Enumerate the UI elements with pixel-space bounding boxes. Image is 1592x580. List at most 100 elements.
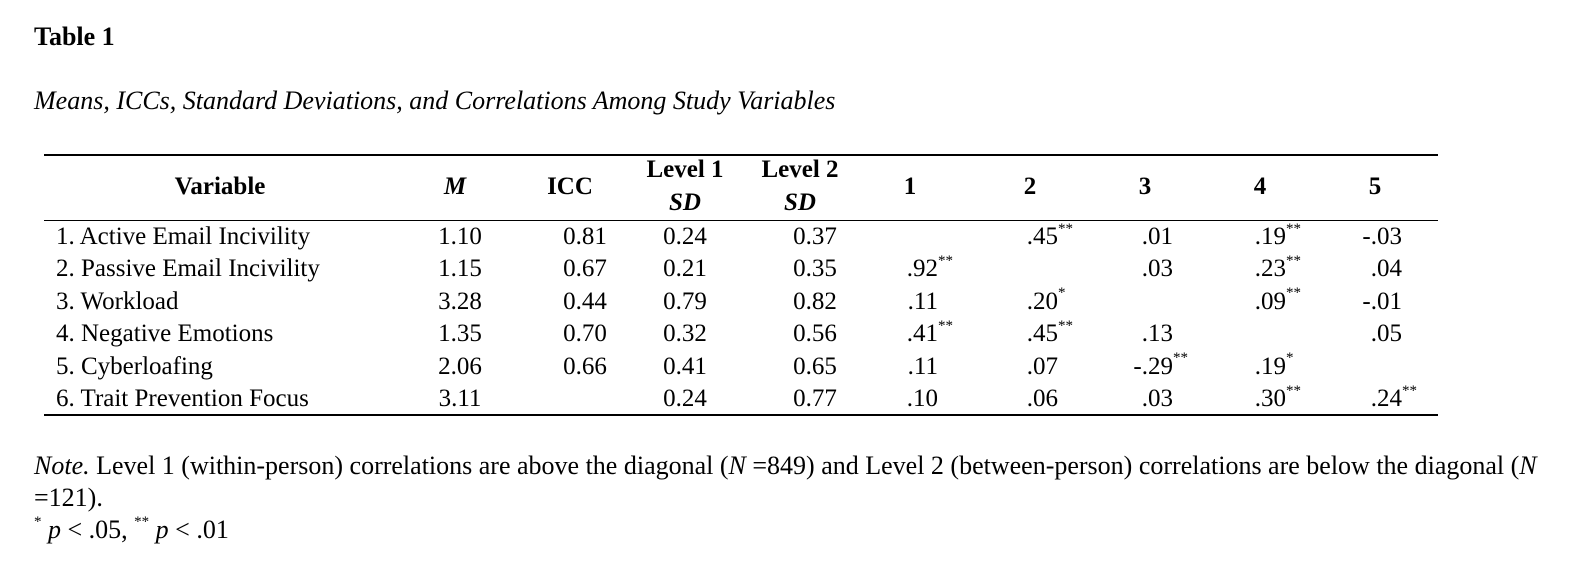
cell-corr-5: .05 (1371, 319, 1424, 349)
cell-level1-sd: 0.21 (663, 255, 707, 283)
cell-corr-2: .20* (1026, 285, 1066, 315)
correlation-value: .20 (1026, 287, 1058, 315)
correlation-value: .30 (1254, 385, 1286, 412)
cell-level2-sd: 0.77 (793, 385, 837, 412)
cell-level1-sd: 0.24 (663, 385, 707, 412)
correlation-value: .03 (1141, 385, 1173, 412)
cell-corr-5: .04 (1371, 254, 1424, 284)
correlation-value: .10 (906, 385, 938, 412)
cell-variable: 4. Negative Emotions (56, 320, 274, 348)
header-col-4: 4 (1253, 173, 1267, 200)
sig-p-1: p (41, 515, 61, 544)
cell-corr-1: .10 (907, 384, 960, 414)
correlation-value: .24 (1370, 385, 1402, 412)
header-level1-sd: SD (669, 189, 701, 216)
cell-corr-5 (1402, 352, 1424, 382)
cell-corr-2: .07 (1027, 352, 1080, 382)
cell-corr-2 (1058, 254, 1080, 284)
header-level2-sd: SD (784, 189, 816, 216)
cell-icc: 0.44 (563, 287, 607, 315)
cell-icc: 0.67 (563, 255, 607, 283)
correlation-value: -.03 (1362, 223, 1402, 250)
correlation-value: .03 (1141, 255, 1173, 283)
note-text-b: =849) and Level 2 (between-person) corre… (745, 451, 1520, 480)
cell-variable: 3. Workload (56, 287, 179, 315)
cell-level1-sd: 0.24 (663, 223, 707, 250)
cell-corr-3: .03 (1142, 254, 1195, 284)
note-text-c: =121). (34, 483, 103, 512)
note-text-a: Level 1 (within-person) correlations are… (89, 451, 729, 480)
cell-level2-sd: 0.82 (793, 287, 837, 315)
cell-corr-4: .09** (1254, 285, 1301, 315)
cell-corr-2: .45** (1026, 317, 1073, 348)
correlation-value: .01 (1141, 223, 1173, 250)
correlation-value: .09 (1254, 287, 1286, 315)
table-title: Means, ICCs, Standard Deviations, and Co… (34, 86, 836, 115)
cell-level1-sd: 0.41 (663, 352, 707, 380)
cell-mean: 3.11 (438, 385, 482, 412)
correlation-value: .07 (1026, 352, 1058, 380)
correlation-value: .11 (907, 287, 938, 315)
correlation-value: .05 (1370, 320, 1402, 348)
note-n1: N (728, 451, 746, 480)
cell-icc: 0.81 (563, 223, 607, 250)
correlation-value: -.01 (1362, 287, 1402, 315)
cell-corr-4 (1286, 319, 1308, 349)
cell-level1-sd: 0.32 (663, 320, 707, 348)
header-icc: ICC (547, 173, 593, 200)
cell-corr-3 (1173, 287, 1195, 317)
header-col-3: 3 (1138, 173, 1152, 200)
header-col-5: 5 (1368, 173, 1382, 200)
cell-corr-1 (938, 222, 960, 252)
cell-corr-1: .11 (908, 352, 960, 382)
header-level1: Level 1 (646, 156, 724, 183)
correlation-value: .45 (1026, 320, 1058, 348)
correlation-value: .92 (906, 255, 938, 283)
cell-level2-sd: 0.35 (793, 255, 837, 283)
correlation-value: .06 (1026, 385, 1058, 412)
cell-corr-5: -.03 (1362, 222, 1424, 252)
cell-corr-3: .03 (1142, 384, 1195, 414)
correlation-value: -.29 (1133, 352, 1173, 380)
cell-mean: 3.28 (438, 287, 482, 315)
cell-level2-sd: 0.56 (793, 320, 837, 348)
cell-mean: 1.35 (438, 320, 482, 348)
table-bottom-rule (44, 414, 1438, 416)
cell-corr-1: .92** (906, 253, 953, 283)
cell-variable: 1. Active Email Incivility (56, 223, 311, 250)
cell-corr-4: .30** (1254, 382, 1301, 412)
sig-text-1: < .05, (61, 515, 135, 544)
cell-icc: 0.66 (563, 352, 607, 380)
cell-level2-sd: 0.65 (793, 352, 837, 380)
cell-corr-4: .19** (1254, 220, 1301, 250)
table-label: Table 1 (34, 22, 115, 51)
cell-icc: 0.70 (563, 320, 607, 348)
significance-note: * p < .05, ** p < .01 (34, 514, 229, 546)
cell-variable: 5. Cyberloafing (56, 352, 213, 380)
header-level2: Level 2 (761, 156, 839, 183)
correlation-value: .19 (1254, 352, 1286, 380)
cell-level2-sd: 0.37 (793, 223, 837, 250)
correlation-value: .23 (1254, 255, 1286, 283)
cell-corr-3: .01 (1142, 222, 1195, 252)
sig-star-2: ** (134, 514, 150, 531)
cell-corr-5: .24** (1370, 382, 1417, 412)
correlation-value: .13 (1141, 320, 1173, 348)
table-header-rule (44, 220, 1438, 221)
cell-mean: 2.06 (438, 352, 482, 380)
correlation-value: .11 (907, 352, 938, 380)
cell-corr-4: .23** (1254, 253, 1301, 283)
cell-mean: 1.15 (438, 255, 482, 283)
header-variable: Variable (174, 173, 266, 200)
cell-corr-2: .06 (1027, 384, 1080, 414)
correlation-value: .41 (906, 320, 938, 348)
note-n2: N (1519, 451, 1537, 480)
sig-star-1: * (34, 514, 42, 531)
cell-corr-3: .13 (1142, 319, 1195, 349)
sig-p-2: p (149, 515, 169, 544)
cell-variable: 6. Trait Prevention Focus (56, 385, 309, 412)
header-col-1: 1 (903, 173, 917, 200)
correlation-value: .04 (1370, 255, 1402, 283)
table-note: Note. Level 1 (within-person) correlatio… (34, 450, 1564, 514)
cell-corr-3: -.29** (1133, 350, 1188, 380)
